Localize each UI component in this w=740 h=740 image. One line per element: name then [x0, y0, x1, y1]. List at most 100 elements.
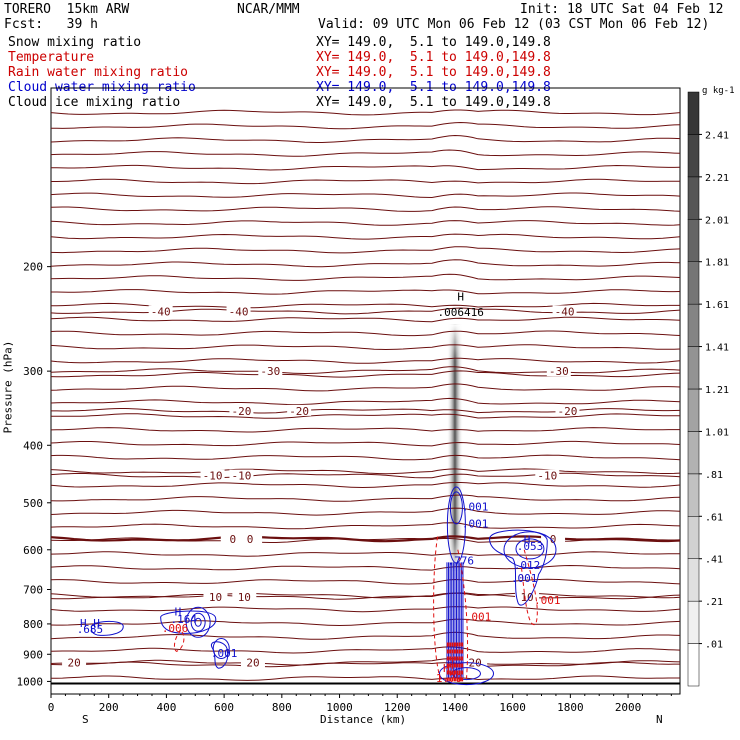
x-tick-label: 800 — [272, 701, 292, 714]
isotherm-20 — [50, 658, 681, 666]
colorbar-swatch — [687, 219, 700, 262]
colorbar-swatch — [687, 558, 700, 602]
isotherm-label: 10 — [209, 591, 222, 604]
colorbar-label: 1.81 — [705, 258, 729, 269]
colorbar-swatch — [687, 134, 700, 178]
annotation-label: .001 — [462, 500, 489, 513]
isotherm-line — [51, 164, 681, 171]
isotherm-label: 20 — [67, 657, 80, 670]
isotherm-line — [50, 507, 681, 516]
isotherm-line — [50, 661, 680, 668]
isotherm-label-bg — [226, 305, 251, 317]
legend-temperature-xy: XY= 149.0, 5.1 to 149.0,149.8 — [316, 50, 551, 65]
isotherm-label-bg — [287, 404, 312, 416]
isotherm-line — [50, 246, 681, 254]
isotherm-line — [50, 578, 681, 585]
isotherm-label: 0 — [229, 533, 236, 546]
init-time: Init: 18 UTC Sat 04 Feb 12 — [520, 2, 724, 17]
colorbar-label: 2.41 — [705, 130, 729, 141]
colorbar-label: .01 — [705, 640, 723, 651]
colorbar-swatch — [687, 91, 700, 135]
legend-rain-xy: XY= 149.0, 5.1 to 149.0,149.8 — [316, 65, 551, 80]
south-lower-core — [212, 637, 230, 659]
annotation-label: .685 — [77, 623, 104, 636]
colorbar-swatch — [687, 303, 700, 347]
isotherm-10 — [50, 592, 681, 600]
annotation-label: .006416 — [438, 306, 484, 319]
x-tick-label: 600 — [214, 701, 234, 714]
valid-time: Valid: 09 UTC Mon 06 Feb 12 (03 CST Mon … — [318, 17, 710, 32]
annotation-label: .001 — [511, 572, 538, 585]
x-tick-label: 1200 — [384, 701, 411, 714]
y-tick-label: 200 — [23, 261, 43, 274]
colorbar-label: 2.21 — [705, 173, 729, 184]
north-label: N — [656, 713, 663, 726]
isotherm--40 — [50, 307, 681, 315]
x-tick-label: 1600 — [499, 701, 526, 714]
isotherm-label-bg — [541, 532, 566, 544]
isotherm-label-bg — [515, 590, 540, 602]
x-tick-label: 200 — [99, 701, 119, 714]
isotherm-label: -20 — [558, 405, 578, 418]
legend-snow: Snow mixing ratio — [8, 35, 142, 50]
isotherm-label: -30 — [549, 365, 569, 378]
isotherm-0 — [50, 535, 681, 543]
annotation-label: H H — [80, 617, 100, 630]
north-cloud-mid — [503, 531, 557, 569]
isotherm-label-bg — [240, 656, 265, 668]
isotherm-label-bg — [62, 656, 87, 668]
isotherm-line — [50, 273, 681, 281]
isotherm-line — [50, 482, 681, 489]
tower-top-contour — [446, 486, 466, 564]
isotherm-label: -20 — [289, 405, 309, 418]
colorbar-swatch — [687, 516, 700, 559]
isotherm-line — [50, 370, 681, 378]
isotherm-line — [50, 454, 681, 461]
y-tick-label: 800 — [23, 618, 43, 631]
colorbar-swatch — [687, 431, 700, 475]
isotherm-line — [50, 206, 681, 212]
isotherm-label: -10 — [537, 470, 557, 483]
annotation-label: .006 — [162, 622, 189, 635]
rain-south — [173, 629, 185, 652]
isotherm-label-bg — [535, 469, 560, 481]
isotherm-line — [50, 220, 681, 226]
x-tick-label: 1000 — [326, 701, 353, 714]
colorbar-swatch — [687, 388, 700, 432]
south-lower-cloud — [210, 641, 229, 669]
south-label: S — [82, 713, 89, 726]
colorbar-label: .81 — [705, 470, 723, 481]
isotherm-line — [50, 233, 681, 240]
isotherm-label-bg — [200, 469, 225, 481]
y-tick-label: 1000 — [17, 675, 44, 688]
x-tick-label: 2000 — [615, 701, 642, 714]
isotherm--20 — [51, 408, 681, 414]
colorbar-label: .21 — [705, 597, 723, 608]
isotherm-line — [51, 413, 681, 419]
isotherm-line — [50, 330, 681, 337]
annotations: H.006416H.053.012.001.001.001.001.001.77… — [77, 290, 561, 685]
isotherm-line — [50, 383, 681, 392]
annotation-label: .053 — [517, 540, 544, 553]
y-axis-title: Pressure (hPa) — [1, 340, 15, 434]
isotherm-line — [51, 178, 680, 185]
isotherm-label-bg — [546, 365, 571, 377]
isotherm-label: 20 — [246, 657, 259, 670]
isotherm-label-bg — [229, 404, 254, 416]
legend-cloud-ice: Cloud ice mixing ratio — [8, 95, 181, 110]
isotherm-line — [50, 357, 681, 364]
isotherm-line — [51, 289, 681, 295]
isotherm-line — [50, 564, 681, 571]
isotherm-line — [51, 302, 680, 309]
isotherm-line — [51, 675, 680, 681]
isotherm-line — [50, 606, 681, 613]
x-tick-label: 0 — [48, 701, 55, 714]
isotherm-label: -40 — [229, 305, 249, 318]
annotation-label: H — [443, 662, 450, 675]
isotherm-line — [50, 121, 681, 130]
colorbar-swatch — [687, 261, 700, 305]
far-south-cloud — [90, 620, 124, 636]
snow-column-fade — [445, 324, 464, 571]
isotherm-line — [50, 427, 680, 433]
